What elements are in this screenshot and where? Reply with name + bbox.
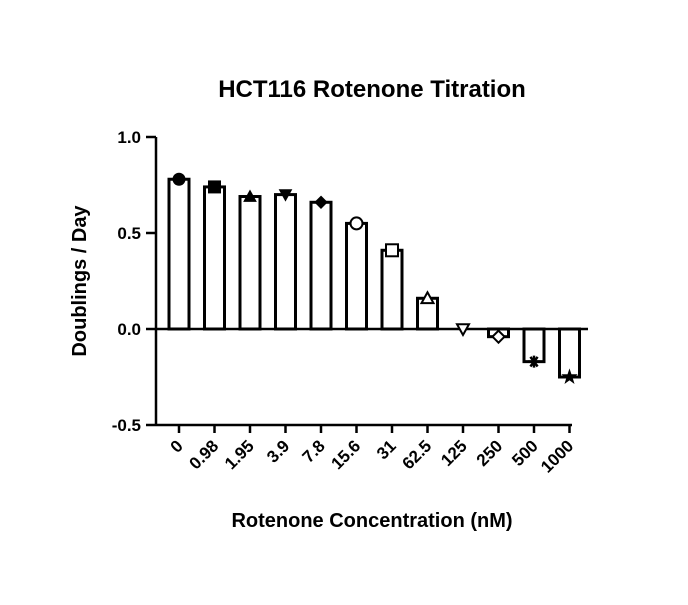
marker (314, 195, 328, 209)
x-tick-label: 3.9 (263, 436, 293, 466)
marker (419, 290, 436, 305)
x-tick-label: 62.5 (398, 436, 435, 473)
x-tick-label: 250 (473, 436, 506, 469)
x-tick-label: 15.6 (327, 436, 364, 473)
marker (561, 368, 578, 384)
x-tick-label: 0.98 (185, 436, 222, 473)
bar-1.95 (238, 195, 262, 331)
x-tick-label: 31 (373, 436, 400, 463)
x-tick-label: 500 (508, 436, 541, 469)
marker (243, 189, 257, 202)
bar-7.8 (309, 200, 333, 331)
y-tick-label: 0.0 (117, 320, 141, 339)
bar-15.6 (345, 221, 368, 331)
x-tick-label: 1000 (537, 436, 577, 476)
y-axis-label: Doublings / Day (69, 205, 91, 357)
chart-title: HCT116 Rotenone Titration (218, 76, 526, 103)
marker (172, 172, 186, 186)
marker (455, 323, 471, 338)
bar-0.98 (203, 185, 226, 331)
x-tick-label: 1.95 (221, 436, 258, 473)
bar-3.9 (274, 193, 297, 331)
x-tick-label: 125 (437, 436, 470, 469)
marker (491, 329, 506, 345)
y-tick-label: 0.5 (117, 224, 141, 243)
y-tick-label: -0.5 (112, 416, 141, 435)
marker (528, 355, 540, 368)
marker (208, 180, 221, 194)
bar-0 (167, 177, 191, 331)
marker (349, 216, 364, 231)
marker (278, 189, 293, 202)
bar-31 (380, 248, 404, 331)
marker (385, 243, 399, 258)
x-axis-label: Rotenone Concentration (nM) (231, 510, 512, 532)
x-tick-label: 7.8 (299, 436, 329, 466)
x-tick-label: 0 (167, 436, 187, 456)
y-tick-label: 1.0 (117, 128, 141, 147)
